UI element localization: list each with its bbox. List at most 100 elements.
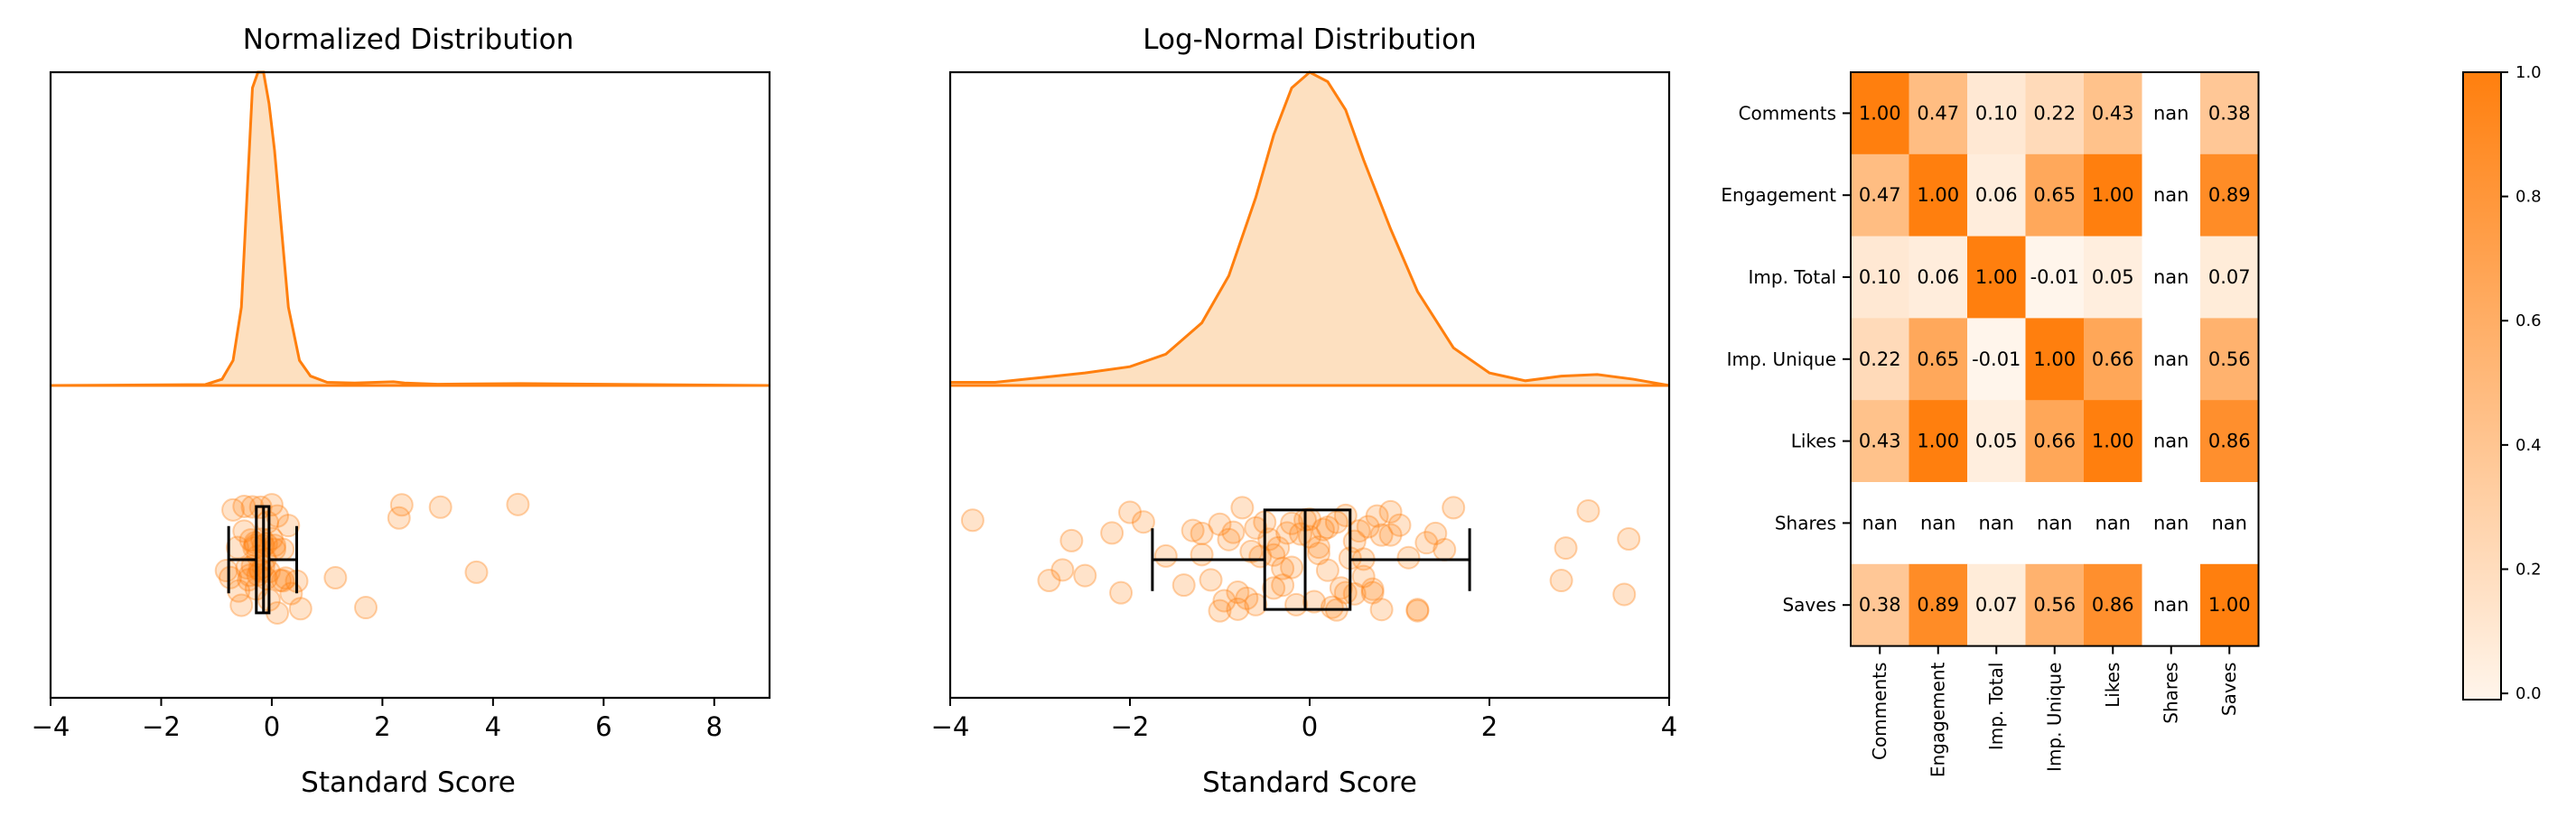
panel2-data-point: [1405, 598, 1430, 622]
heatmap-row-labels: Comments Engagement Imp. Total Imp. Unique L…: [1721, 102, 1851, 616]
heatmap-cell: [1851, 563, 1909, 647]
correlation-heatmap-panel: 1.00 0.47 0.10 0.22 0.43 nan 0.38 0.47 1.00 0.06 0…: [1721, 63, 2541, 777]
panel2-data-point: [1118, 500, 1142, 524]
panel1-data-point: [219, 565, 242, 589]
heatmap-cell-label: 0.06: [1975, 184, 2018, 206]
panel2-kde: [950, 70, 1670, 387]
heatmap-cell: [1851, 153, 1909, 237]
panel2-data-point: [1306, 535, 1330, 560]
heatmap-col-label: Saves: [2218, 663, 2240, 717]
panel1-x-tick-label: 2: [374, 711, 390, 742]
panel1-kde-area: [51, 72, 770, 385]
heatmap-cell-label: 0.22: [2033, 102, 2076, 124]
panel2-data-point: [1442, 496, 1466, 520]
colorbar-tick-label: 0.6: [2515, 311, 2542, 330]
panel2-data-point: [1405, 599, 1430, 623]
panel2-points: [960, 496, 1641, 623]
heatmap-cell-label: nan: [2153, 184, 2189, 206]
heatmap-cell: [1967, 482, 2026, 565]
heatmap-cell: [2084, 400, 2142, 483]
heatmap-cell: [1909, 72, 1968, 155]
panel2-title: Log-Normal Distribution: [1143, 23, 1476, 56]
panel2-data-point: [1396, 545, 1421, 570]
heatmap-cell-label: 0.07: [2208, 266, 2251, 288]
heatmap-cell-label: 0.38: [1859, 594, 1901, 616]
panel1-data-point: [247, 557, 272, 581]
panel2-data-point: [1208, 512, 1232, 536]
panel2-data-point: [1181, 518, 1205, 543]
heatmap-cell: [1909, 400, 1968, 483]
heatmap-cells: 1.00 0.47 0.10 0.22 0.43 nan 0.38 0.47 1.00 0.06 0…: [1850, 71, 2260, 647]
heatmap-cell: [1851, 482, 1909, 565]
panel2-data-point: [1351, 564, 1376, 589]
heatmap-cell-label: 0.05: [1975, 431, 2018, 452]
heatmap-column-labels: Comments Engagement Imp. Total Imp. Unique L…: [1869, 645, 2240, 777]
heatmap-cell-label: 0.65: [1917, 348, 1959, 370]
panel2-data-point: [1315, 558, 1339, 582]
panel1-data-point: [229, 593, 254, 617]
panel2-data-point: [1073, 563, 1097, 588]
lognormal-distribution-panel: Log-Normal Distribution −4 −2 0 2 4 Standard…: [931, 23, 1678, 799]
heatmap-cell-label: nan: [1920, 512, 1956, 534]
heatmap-cell: [1909, 482, 1968, 565]
panel2-data-point: [1617, 527, 1641, 552]
heatmap-cell-label: 0.56: [2033, 594, 2076, 616]
panel1-data-point: [259, 493, 284, 517]
panel1-data-point: [262, 537, 286, 561]
heatmap-cell-label: nan: [2153, 431, 2189, 452]
heatmap-cell: [2084, 236, 2142, 319]
heatmap-cell-label: 1.00: [2092, 184, 2134, 206]
panel2-data-point: [1109, 580, 1134, 605]
heatmap-cell: [1909, 236, 1968, 319]
heatmap-cell-label: 0.89: [2208, 184, 2251, 206]
panel1-data-point: [389, 493, 414, 517]
panel1-data-point: [259, 526, 284, 551]
panel1-data-point: [266, 504, 290, 528]
heatmap-cell: [2142, 563, 2201, 647]
panel2-data-point: [1414, 531, 1439, 555]
heatmap-cell: [2025, 153, 2085, 237]
panel2-data-point: [1347, 519, 1371, 543]
panel1-data-point: [214, 559, 238, 583]
colorbar-tick-label: 0.8: [2515, 188, 2542, 207]
panel2-xlabel: Standard Score: [1202, 766, 1417, 799]
heatmap-cell: [2200, 400, 2259, 483]
panel2-data-point: [1235, 586, 1259, 610]
heatmap-cell-label: -0.01: [2030, 266, 2079, 288]
panel1-data-point: [288, 597, 313, 621]
panel2-data-point: [1576, 498, 1601, 523]
panel1-data-point: [232, 519, 257, 543]
panel2-data-point: [1153, 543, 1178, 568]
heatmap-cell: [2025, 563, 2085, 647]
panel2-data-point: [1271, 556, 1295, 580]
heatmap-cell: [1967, 236, 2026, 319]
panel2-data-point: [1244, 592, 1268, 617]
panel2-data-point: [1262, 576, 1286, 600]
panel2-data-point: [1423, 521, 1448, 545]
heatmap-cell-label: 1.00: [2208, 594, 2251, 616]
heatmap-cell: [2084, 72, 2142, 155]
panel2-x-tick-label: 0: [1302, 711, 1318, 742]
panel2-data-point: [1378, 499, 1403, 524]
heatmap-cell: [2025, 400, 2085, 483]
heatmap-row-label: Engagement: [1721, 184, 1836, 206]
heatmap-cell-label: 0.22: [1859, 348, 1901, 370]
panel2-data-point: [1244, 515, 1268, 540]
heatmap-cell-label: 0.06: [1917, 266, 1959, 288]
heatmap-col-label: Imp. Total: [1985, 663, 2007, 751]
panel2-data-point: [1190, 543, 1214, 567]
panel2-data-point: [1217, 527, 1241, 552]
panel2-data-point: [1329, 576, 1353, 600]
panel1-x-tick-label: −2: [142, 711, 181, 742]
heatmap-cell: [2200, 318, 2259, 401]
heatmap-cell-label: nan: [2153, 512, 2189, 534]
panel2-x-ticks: −4 −2 0 2 4: [931, 698, 1677, 742]
panel2-data-point: [1342, 529, 1367, 553]
panel1-axes-frame: [49, 70, 771, 700]
heatmap-cell: [2142, 482, 2201, 565]
panel2-data-point: [1208, 599, 1232, 623]
panel1-kde-line: [50, 70, 770, 387]
panel2-data-point: [1369, 598, 1394, 622]
panel2-data-point: [1221, 520, 1246, 544]
panel1-data-point: [464, 560, 489, 584]
